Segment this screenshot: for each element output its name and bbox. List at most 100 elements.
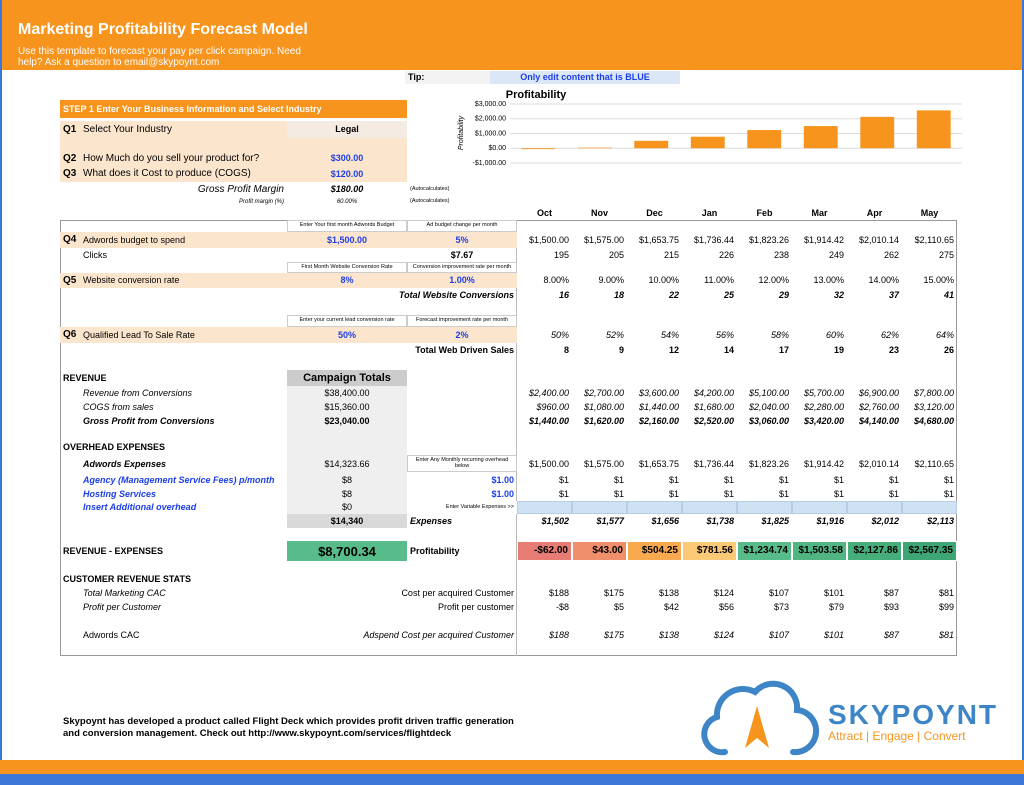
tip-label: Tip: [405,71,490,84]
month-value: $3,060.00 [748,415,789,426]
question-number: Q2 [63,152,77,164]
month-value: $2,113 [927,515,954,526]
month-value: $2,127.86 [847,541,902,561]
cell-band [572,501,627,514]
y-tick-label: $2,000.00 [475,116,506,123]
month-value: $1,738 [706,515,734,526]
month-value: $5,700.00 [803,387,844,398]
month-value: $1,916 [816,515,844,526]
month-value: 52% [605,329,624,340]
month-value: $1 [943,488,954,499]
input-value: 2% [455,329,469,340]
row-label: Profit per customer [437,601,514,612]
row-label: COGS from sales [83,401,154,412]
question-number: Q5 [63,274,77,286]
row-label: Insert Additional overhead [83,502,197,512]
month-value: $1,620.00 [583,415,624,426]
grid-line [516,220,517,656]
month-value: $1,440.00 [638,401,679,412]
month-value: $4,200.00 [693,387,734,398]
month-value: $1,736.44 [693,459,734,469]
month-value: $2,010.14 [858,234,899,245]
question-number: Q1 [63,123,77,135]
month-value: $138 [658,629,679,640]
month-value: 8.00% [543,275,569,285]
month-header: Feb [756,208,773,218]
row-label: Adwords Expenses [83,459,167,469]
month-value: $87 [883,629,899,640]
logo-tagline: Attract | Engage | Convert [828,729,966,743]
month-value: $1,823.26 [748,234,789,245]
month-value: $81 [938,629,954,640]
month-value: $1,825 [761,515,789,526]
row-label: REVENUE - EXPENSES [63,545,164,556]
total-value: $0 [341,502,352,512]
month-value: 25 [723,289,734,300]
month-value: 12 [668,344,679,355]
month-value: 238 [773,249,789,260]
month-value: $138 [658,587,679,598]
calc-value: $180.00 [330,184,364,194]
note: Forecast improvement rate per month [407,315,517,327]
month-value: -$62.00 [517,541,572,561]
total-value: $14,340 [330,515,364,526]
total-value: $38,400.00 [324,387,370,398]
cell-band [682,501,737,514]
cell-band [60,327,517,343]
month-value: $2,520.00 [693,415,734,426]
month-value: 32 [833,289,844,300]
month-value: 249 [828,249,844,260]
month-value: $2,160.00 [638,415,679,426]
tip-text: Only edit content that is BLUE [490,71,680,84]
note: Enter Any Monthly recurring overhead bel… [407,455,517,472]
month-value: $1,500.00 [528,459,569,469]
month-value: $101 [823,587,844,598]
month-value: $1,080.00 [583,401,624,412]
month-value: 16 [558,289,569,300]
month-value: $2,010.14 [858,459,899,469]
question-label: Select Your Industry [83,123,172,135]
input-value: $120.00 [330,168,364,179]
month-value: $1,823.26 [748,459,789,469]
month-value: $1 [558,474,569,485]
month-value: $1 [613,488,624,499]
month-value: $2,110.65 [914,459,954,469]
month-value: $7,800.00 [913,387,954,398]
month-value: $1 [833,474,844,485]
month-value: $1,503.58 [792,541,847,561]
month-value: $1 [778,488,789,499]
row-label: Profitability [410,545,460,556]
cell-band [737,501,792,514]
month-value: 18 [613,289,624,300]
month-value: $1,575.00 [583,459,624,469]
month-value: $124 [713,629,734,640]
question-number: Q6 [63,329,77,340]
month-value: 9 [618,344,624,355]
month-value: 14.00% [868,275,899,285]
month-value: 19 [833,344,844,355]
y-tick-label: $0.00 [488,145,506,152]
subtitle: Use this template to forecast your pay p… [18,46,301,57]
cell-band [847,501,902,514]
month-value: $1 [668,474,679,485]
row-label: Clicks [83,249,107,260]
input-value: 8% [340,275,354,285]
row-label: Adwords CAC [83,629,140,640]
cell-band [517,501,572,514]
month-header: Mar [811,208,828,218]
total-value: $14,323.66 [324,459,370,469]
month-value: $81 [938,587,954,598]
month-value: 26 [943,344,954,355]
month-header: Jan [701,208,718,218]
question-number: Q4 [63,234,77,245]
month-value: $2,567.35 [902,541,957,561]
month-value: 62% [880,329,899,340]
month-value: 275 [938,249,954,260]
month-value: 41 [943,289,954,300]
month-value: $87 [883,587,899,598]
calc-value: $7.67 [450,249,474,260]
month-value: $56 [718,601,734,612]
bar [690,136,725,149]
month-value: $101 [823,629,844,640]
cell-band [60,232,517,248]
